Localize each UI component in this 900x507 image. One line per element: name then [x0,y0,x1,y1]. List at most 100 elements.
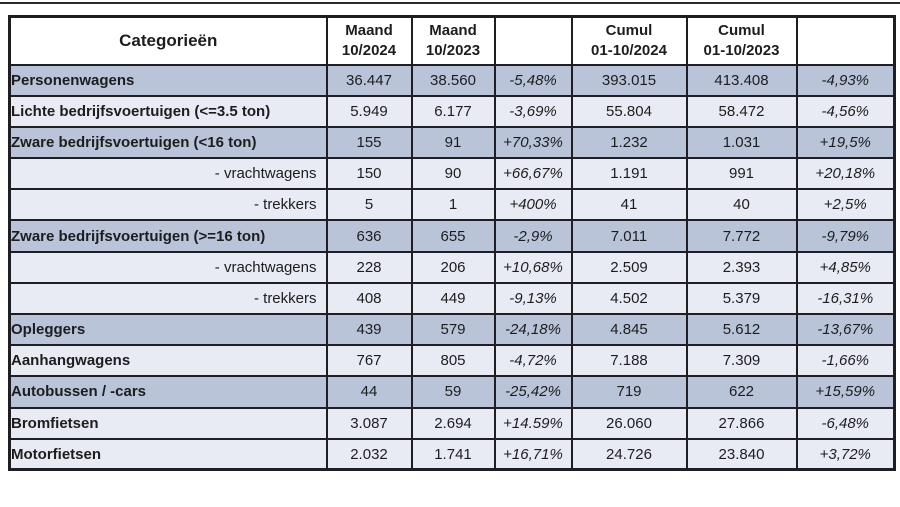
category-cell: - vrachtwagens [8,250,328,284]
value-cell: 155 [325,125,413,160]
value-cell: 5.949 [325,94,413,128]
value-cell: 27.866 [685,406,798,440]
value-cell: 579 [410,312,496,347]
value-cell: 7.309 [685,344,798,378]
category-cell: Motorfietsen [8,437,328,471]
value-cell: 636 [325,219,413,253]
value-cell: 4.502 [570,281,688,316]
percent-cell: +20,18% [795,157,896,191]
value-cell: 91 [410,125,496,160]
percent-cell: +70,33% [493,125,573,160]
percent-cell: -25,42% [493,375,573,409]
value-cell: 7.011 [570,219,688,253]
value-cell: 449 [410,281,496,316]
table-row: Motorfietsen 2.032 1.741 +16,71% 24.726 … [8,437,896,471]
value-cell: 55.804 [570,94,688,128]
value-cell: 5.612 [685,312,798,347]
value-cell: 719 [570,375,688,409]
column-header-line1: Maand [429,22,477,40]
percent-cell: -4,56% [795,94,896,128]
value-cell: 7.772 [685,219,798,253]
category-cell: Bromfietsen [8,406,328,440]
value-cell: 150 [325,157,413,191]
value-cell: 7.188 [570,344,688,378]
value-cell: 805 [410,344,496,378]
table-row: - vrachtwagens 228 206 +10,68% 2.509 2.3… [8,250,896,284]
column-header-month-percent [493,15,573,66]
header-row: Categorieën Maand 10/2024 Maand 10/2023 … [8,15,896,66]
value-cell: 2.032 [325,437,413,471]
category-cell: Personenwagens [8,63,328,97]
percent-cell: +14.59% [493,406,573,440]
value-cell: 3.087 [325,406,413,440]
value-cell: 41 [570,188,688,222]
percent-cell: +2,5% [795,188,896,222]
vehicle-registrations-table: Categorieën Maand 10/2024 Maand 10/2023 … [8,15,896,472]
percent-cell: +3,72% [795,437,896,471]
category-cell: - trekkers [8,188,328,222]
value-cell: 622 [685,375,798,409]
column-header-line2: 01-10/2024 [591,41,667,59]
table-row: Personenwagens 36.447 38.560 -5,48% 393.… [8,63,896,97]
percent-cell: -16,31% [795,281,896,316]
value-cell: 413.408 [685,63,798,97]
category-cell: Lichte bedrijfsvoertuigen (<=3.5 ton) [8,94,328,128]
value-cell: 439 [325,312,413,347]
value-cell: 1.232 [570,125,688,160]
value-cell: 40 [685,188,798,222]
value-cell: 6.177 [410,94,496,128]
value-cell: 2.393 [685,250,798,284]
percent-cell: -13,67% [795,312,896,347]
value-cell: 5 [325,188,413,222]
table-row: Autobussen / -cars 44 59 -25,42% 719 622… [8,375,896,409]
value-cell: 38.560 [410,63,496,97]
percent-cell: -3,69% [493,94,573,128]
value-cell: 655 [410,219,496,253]
percent-cell: +10,68% [493,250,573,284]
value-cell: 90 [410,157,496,191]
table-row: Zware bedrijfsvoertuigen (>=16 ton) 636 … [8,219,896,253]
table-row: Lichte bedrijfsvoertuigen (<=3.5 ton) 5.… [8,94,896,128]
percent-cell: +15,59% [795,375,896,409]
value-cell: 393.015 [570,63,688,97]
percent-cell: +4,85% [795,250,896,284]
percent-cell: -9,13% [493,281,573,316]
percent-cell: +16,71% [493,437,573,471]
value-cell: 767 [325,344,413,378]
column-header-cumul-2023: Cumul 01-10/2023 [685,15,798,66]
percent-cell: -5,48% [493,63,573,97]
top-divider [0,2,900,4]
percent-cell: -6,48% [795,406,896,440]
percent-cell: +66,67% [493,157,573,191]
category-cell: - vrachtwagens [8,157,328,191]
column-header-line1: Cumul [605,22,653,40]
column-header-cumul-2024: Cumul 01-10/2024 [570,15,688,66]
category-cell: Opleggers [8,312,328,347]
value-cell: 228 [325,250,413,284]
value-cell: 1.031 [685,125,798,160]
value-cell: 1.191 [570,157,688,191]
category-cell: - trekkers [8,281,328,316]
column-header-line2: 01-10/2023 [703,41,780,59]
percent-cell: -1,66% [795,344,896,378]
column-header-maand-2024: Maand 10/2024 [325,15,413,66]
value-cell: 5.379 [685,281,798,316]
percent-cell: +400% [493,188,573,222]
table-row: Zware bedrijfsvoertuigen (<16 ton) 155 9… [8,125,896,160]
category-cell: Autobussen / -cars [8,375,328,409]
percent-cell: -4,93% [795,63,896,97]
table-row: - trekkers 408 449 -9,13% 4.502 5.379 -1… [8,281,896,316]
value-cell: 991 [685,157,798,191]
category-cell: Zware bedrijfsvoertuigen (>=16 ton) [8,219,328,253]
category-cell: Zware bedrijfsvoertuigen (<16 ton) [8,125,328,160]
column-header-category: Categorieën [8,15,328,66]
value-cell: 44 [325,375,413,409]
table-row: Bromfietsen 3.087 2.694 +14.59% 26.060 2… [8,406,896,440]
table-row: - trekkers 5 1 +400% 41 40 +2,5% [8,188,896,222]
percent-cell: +19,5% [795,125,896,160]
column-header-line2: 10/2024 [341,41,397,59]
percent-cell: -24,18% [493,312,573,347]
value-cell: 2.509 [570,250,688,284]
value-cell: 4.845 [570,312,688,347]
value-cell: 408 [325,281,413,316]
